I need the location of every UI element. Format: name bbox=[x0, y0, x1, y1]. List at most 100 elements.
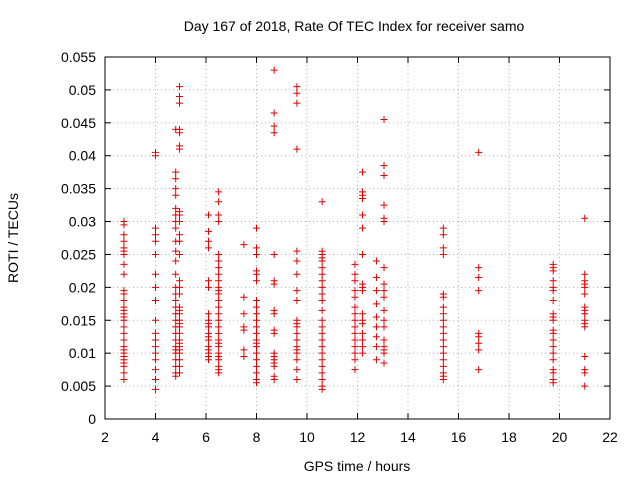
data-point bbox=[172, 185, 180, 193]
data-point bbox=[439, 323, 447, 331]
data-point bbox=[253, 362, 260, 370]
data-point bbox=[175, 323, 183, 331]
data-point bbox=[120, 297, 128, 305]
data-point bbox=[270, 310, 278, 318]
data-point bbox=[549, 277, 557, 285]
data-point bbox=[318, 323, 326, 331]
data-point bbox=[175, 231, 183, 239]
data-point bbox=[549, 379, 557, 387]
data-point bbox=[270, 329, 278, 337]
data-point bbox=[152, 349, 159, 357]
data-point bbox=[172, 257, 180, 265]
data-point bbox=[215, 323, 223, 331]
data-point bbox=[120, 323, 128, 331]
data-point bbox=[253, 244, 260, 252]
data-point bbox=[120, 376, 128, 384]
data-point bbox=[351, 343, 359, 351]
data-point bbox=[351, 293, 359, 301]
data-point bbox=[380, 359, 388, 367]
data-point bbox=[172, 175, 180, 183]
data-point bbox=[120, 237, 128, 245]
data-point bbox=[439, 316, 447, 324]
data-point bbox=[215, 198, 223, 206]
data-point bbox=[475, 264, 483, 272]
data-point bbox=[215, 303, 223, 311]
data-point bbox=[253, 224, 260, 232]
data-point bbox=[120, 290, 128, 298]
y-tick-label: 0.005 bbox=[61, 378, 96, 394]
data-point bbox=[372, 300, 380, 308]
data-point bbox=[240, 352, 248, 360]
data-point bbox=[372, 356, 380, 364]
data-point bbox=[215, 310, 223, 318]
data-point bbox=[351, 277, 359, 285]
y-tick-label: 0.015 bbox=[61, 312, 96, 328]
data-point bbox=[175, 250, 183, 258]
y-tick-label: 0.025 bbox=[61, 246, 96, 262]
data-point bbox=[439, 356, 447, 364]
data-point bbox=[318, 349, 326, 357]
data-point bbox=[152, 316, 159, 324]
data-point bbox=[120, 316, 128, 324]
data-point bbox=[120, 231, 128, 239]
data-point bbox=[270, 376, 278, 384]
data-point bbox=[205, 277, 213, 285]
data-point bbox=[253, 310, 260, 318]
data-point bbox=[380, 201, 388, 209]
chart-title: Day 167 of 2018, Rate Of TEC Index for r… bbox=[184, 18, 525, 34]
data-point bbox=[351, 336, 359, 344]
data-point bbox=[549, 316, 557, 324]
data-point bbox=[152, 237, 159, 245]
data-point bbox=[359, 310, 367, 318]
data-point bbox=[215, 356, 223, 364]
data-point bbox=[172, 297, 180, 305]
data-point bbox=[318, 290, 326, 298]
data-point bbox=[270, 362, 278, 370]
x-tick-label: 4 bbox=[152, 429, 160, 445]
data-point bbox=[372, 287, 380, 295]
data-point bbox=[581, 352, 589, 360]
data-point bbox=[581, 283, 589, 291]
data-point bbox=[439, 303, 447, 311]
data-point bbox=[175, 211, 183, 219]
data-point bbox=[318, 297, 326, 305]
data-point bbox=[240, 326, 248, 334]
data-point bbox=[351, 366, 359, 374]
data-point bbox=[152, 343, 159, 351]
data-point bbox=[359, 211, 367, 219]
data-point bbox=[359, 224, 367, 232]
data-point bbox=[253, 250, 260, 258]
data-point bbox=[475, 333, 483, 341]
data-point bbox=[439, 376, 447, 384]
data-point bbox=[172, 191, 180, 199]
data-point bbox=[175, 237, 183, 245]
data-point bbox=[351, 303, 359, 311]
data-point bbox=[581, 214, 589, 222]
data-point bbox=[120, 336, 128, 344]
data-point bbox=[253, 349, 260, 357]
data-point bbox=[372, 273, 380, 281]
data-point bbox=[215, 329, 223, 337]
data-point bbox=[359, 320, 367, 328]
data-point bbox=[205, 336, 213, 344]
data-point bbox=[270, 280, 278, 288]
data-point bbox=[253, 323, 260, 331]
data-point bbox=[549, 349, 557, 357]
data-point bbox=[359, 343, 367, 351]
data-point bbox=[549, 336, 557, 344]
data-point bbox=[215, 257, 223, 265]
data-point bbox=[318, 356, 326, 364]
data-point bbox=[253, 369, 260, 377]
data-point bbox=[439, 343, 447, 351]
data-point bbox=[359, 329, 367, 337]
data-point bbox=[475, 273, 483, 281]
data-point bbox=[293, 287, 301, 295]
data-point bbox=[380, 171, 388, 179]
data-point bbox=[253, 379, 260, 387]
x-axis-label: GPS time / hours bbox=[304, 458, 411, 474]
x-tick-label: 2 bbox=[101, 429, 109, 445]
plot-frame bbox=[104, 56, 611, 420]
data-point bbox=[351, 270, 359, 278]
data-point bbox=[152, 250, 159, 258]
data-point bbox=[240, 346, 248, 354]
